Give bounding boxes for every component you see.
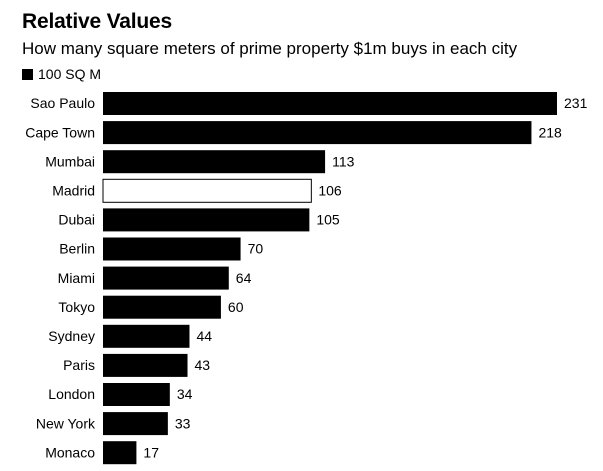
bar-monaco [103, 441, 137, 465]
value-label: 70 [248, 241, 264, 257]
bar-sydney [103, 324, 190, 348]
bar-tokyo [103, 295, 221, 319]
bar-new-york [103, 412, 168, 436]
value-label: 105 [316, 212, 340, 228]
value-label: 34 [177, 386, 193, 402]
category-label: Dubai [58, 212, 95, 228]
category-label: Sydney [48, 328, 95, 344]
category-label: Monaco [45, 444, 95, 460]
value-label: 113 [332, 153, 355, 169]
bar-berlin [103, 237, 241, 261]
chart-title: Relative Values [22, 10, 172, 33]
legend-label: 100 SQ M [38, 66, 102, 82]
value-label: 106 [318, 183, 342, 199]
value-label: 33 [175, 415, 191, 431]
bar-cape-town [103, 121, 532, 145]
value-label: 60 [228, 299, 244, 315]
category-label: London [48, 386, 95, 402]
category-label: Tokyo [58, 299, 95, 315]
chart-subtitle: How many square meters of prime property… [22, 39, 518, 58]
category-label: Berlin [59, 241, 95, 257]
category-label: Paris [63, 357, 95, 373]
bar-sao-paulo [103, 92, 557, 115]
value-label: 64 [236, 270, 252, 286]
value-label: 218 [538, 124, 562, 140]
value-label: 231 [564, 95, 588, 111]
bar-miami [103, 266, 229, 290]
category-label: Miami [58, 270, 95, 286]
legend: 100 SQ M [22, 66, 101, 82]
value-label: 43 [195, 357, 211, 373]
category-label: Madrid [52, 183, 95, 199]
legend-swatch [22, 68, 33, 80]
category-label: Mumbai [45, 153, 95, 169]
value-label: 44 [196, 328, 212, 344]
category-label: Cape Town [25, 124, 95, 140]
bar-london [103, 383, 170, 406]
value-label: 17 [143, 444, 159, 460]
bar-dubai [103, 208, 310, 232]
bar-paris [103, 353, 188, 377]
bar-mumbai [103, 150, 326, 174]
category-label: Sao Paulo [30, 95, 95, 111]
bar-madrid [102, 178, 312, 203]
category-label: New York [36, 415, 96, 431]
